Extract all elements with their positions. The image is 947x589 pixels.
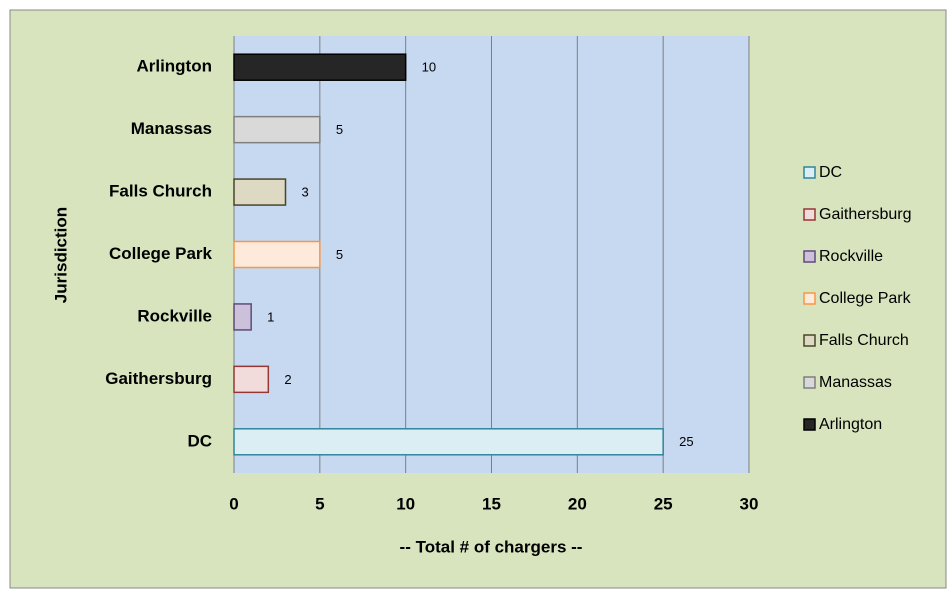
legend-swatch	[803, 334, 816, 347]
data-label: 2	[284, 372, 291, 387]
x-tick-label: 30	[740, 494, 759, 513]
y-tick-label: Rockville	[137, 306, 212, 325]
data-label: 10	[422, 60, 436, 75]
legend-label: Gaithersburg	[819, 206, 912, 223]
y-tick-label: Arlington	[136, 57, 212, 76]
bar	[233, 178, 287, 206]
legend-swatch	[803, 418, 816, 431]
legend-swatch	[803, 250, 816, 263]
x-tick-label: 25	[654, 494, 673, 513]
x-tick-label: 15	[482, 494, 501, 513]
x-tick-label: 5	[315, 494, 324, 513]
legend-swatch	[803, 376, 816, 389]
legend-label: College Park	[819, 290, 912, 307]
legend-label: Manassas	[819, 374, 892, 391]
legend-swatch	[803, 166, 816, 179]
x-tick-label: 10	[396, 494, 415, 513]
legend-label: Falls Church	[819, 332, 909, 349]
x-tick-label: 0	[229, 494, 238, 513]
bar	[233, 53, 407, 81]
y-tick-label: Gaithersburg	[105, 369, 212, 388]
bar	[233, 303, 252, 331]
legend-swatch	[803, 292, 816, 305]
x-axis-label: -- Total # of chargers --	[400, 537, 583, 556]
data-label: 3	[302, 185, 309, 200]
y-tick-label: College Park	[109, 244, 213, 263]
data-label: 25	[679, 434, 693, 449]
legend-swatch	[803, 208, 816, 221]
y-axis-label: Jurisdiction	[51, 207, 70, 303]
y-tick-label: DC	[187, 431, 212, 450]
bar	[233, 240, 321, 269]
x-tick-label: 20	[568, 494, 587, 513]
legend-label: Arlington	[819, 416, 882, 433]
data-label: 1	[267, 309, 274, 324]
bar	[233, 428, 664, 456]
legend-label: Rockville	[819, 248, 883, 265]
bar	[233, 365, 270, 394]
bar	[233, 115, 321, 144]
legend-label: DC	[819, 164, 842, 181]
data-label: 5	[336, 122, 343, 137]
y-tick-label: Falls Church	[109, 182, 212, 201]
data-label: 5	[336, 247, 343, 262]
y-tick-label: Manassas	[131, 119, 212, 138]
